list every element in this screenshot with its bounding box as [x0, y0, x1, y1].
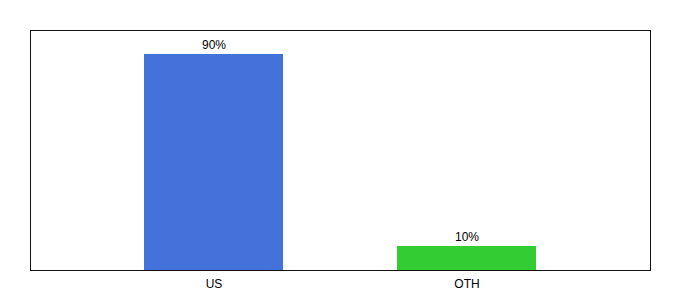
svg-text:90%: 90%	[202, 38, 226, 52]
svg-text:10%: 10%	[455, 230, 479, 244]
svg-text:US: US	[206, 277, 223, 291]
svg-text:OTH: OTH	[454, 277, 479, 291]
